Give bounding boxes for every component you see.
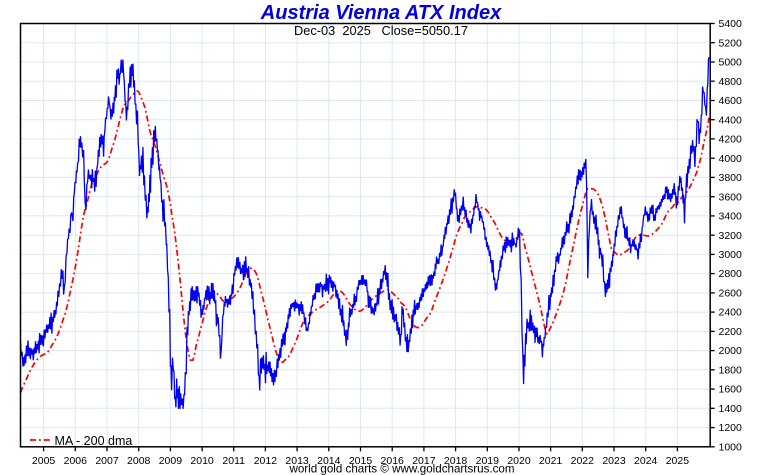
svg-text:3600: 3600 (719, 191, 743, 203)
svg-text:2016: 2016 (381, 455, 405, 467)
svg-text:2023: 2023 (602, 455, 626, 467)
svg-text:2007: 2007 (95, 455, 119, 467)
svg-text:1000: 1000 (719, 441, 743, 453)
svg-text:1400: 1400 (719, 403, 743, 415)
svg-text:2018: 2018 (444, 455, 468, 467)
svg-text:2005: 2005 (32, 455, 56, 467)
svg-text:2015: 2015 (349, 455, 373, 467)
svg-text:1200: 1200 (719, 422, 743, 434)
svg-text:2006: 2006 (64, 455, 88, 467)
svg-text:2010: 2010 (190, 455, 214, 467)
svg-text:4400: 4400 (719, 114, 743, 126)
svg-text:1800: 1800 (719, 364, 743, 376)
svg-text:2024: 2024 (634, 455, 658, 467)
svg-text:2014: 2014 (317, 455, 341, 467)
svg-text:2011: 2011 (222, 455, 245, 467)
svg-text:2020: 2020 (507, 455, 531, 467)
svg-text:world gold charts © www.goldch: world gold charts © www.goldchartsrus.co… (288, 463, 514, 475)
svg-text:MA - 200 dma: MA - 200 dma (55, 434, 133, 448)
svg-text:2013: 2013 (285, 455, 309, 467)
svg-text:2600: 2600 (719, 288, 743, 300)
svg-text:4000: 4000 (719, 153, 743, 165)
svg-text:5000: 5000 (719, 57, 743, 69)
svg-text:3200: 3200 (719, 230, 743, 242)
svg-text:4800: 4800 (719, 76, 743, 88)
svg-text:2008: 2008 (127, 455, 151, 467)
svg-text:4600: 4600 (719, 95, 743, 107)
svg-text:2000: 2000 (719, 345, 743, 357)
svg-text:4200: 4200 (719, 134, 743, 146)
svg-text:2009: 2009 (159, 455, 183, 467)
svg-text:Austria Vienna ATX Index: Austria Vienna ATX Index (260, 2, 502, 24)
svg-text:2200: 2200 (719, 326, 743, 338)
svg-text:5400: 5400 (719, 18, 743, 30)
svg-text:2025: 2025 (666, 455, 690, 467)
svg-text:2400: 2400 (719, 307, 743, 319)
svg-text:3800: 3800 (719, 172, 743, 184)
svg-text:2022: 2022 (571, 455, 595, 467)
svg-text:2012: 2012 (254, 455, 278, 467)
svg-text:1600: 1600 (719, 384, 743, 396)
svg-text:Dec-03 2025 Close=5050.17: Dec-03 2025 Close=5050.17 (294, 23, 468, 38)
svg-text:3400: 3400 (719, 211, 743, 223)
svg-text:2800: 2800 (719, 268, 743, 280)
svg-text:2019: 2019 (476, 455, 500, 467)
svg-text:2017: 2017 (412, 455, 436, 467)
svg-text:2021: 2021 (539, 455, 563, 467)
svg-text:5200: 5200 (719, 37, 743, 49)
svg-text:3000: 3000 (719, 249, 743, 261)
